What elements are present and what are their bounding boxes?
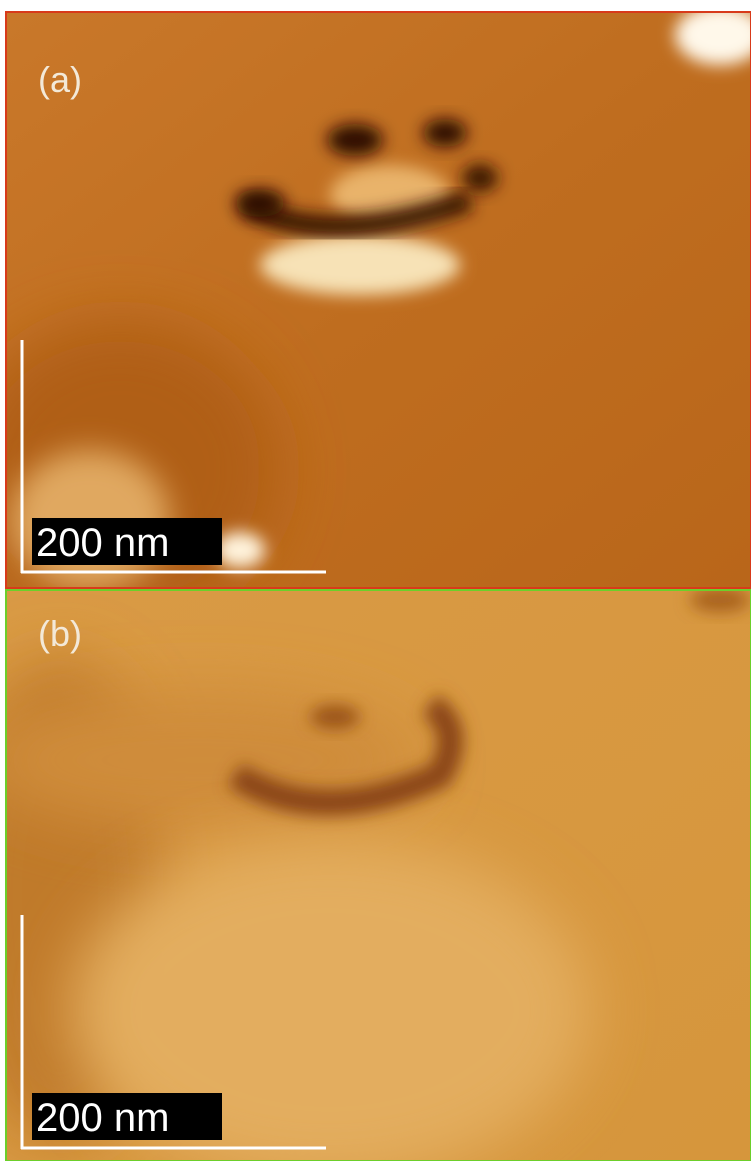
panel-b — [0, 588, 751, 1161]
figure: (a) 200 nm (b) 200 nm — [0, 0, 751, 1161]
panel-label: (b) — [38, 613, 82, 654]
panel-label: (a) — [38, 59, 82, 100]
scale-bar-label: 200 nm — [36, 521, 169, 565]
scale-bar-label: 200 nm — [36, 1096, 169, 1140]
